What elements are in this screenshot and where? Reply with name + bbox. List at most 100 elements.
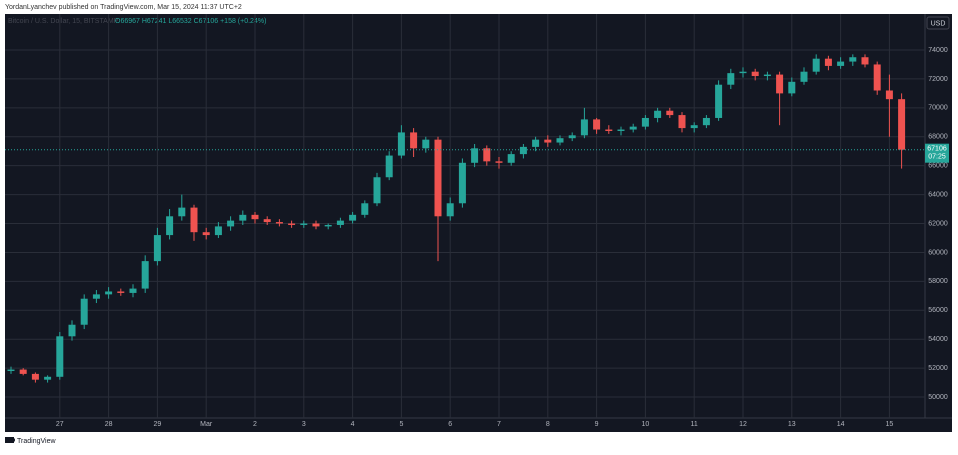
y-tick-label: 70000	[928, 105, 948, 112]
candle-body	[629, 126, 637, 130]
candle-body	[495, 161, 503, 163]
candle-body	[239, 214, 247, 221]
x-tick-label: 11	[691, 421, 698, 428]
candle-body	[153, 235, 161, 262]
candle-body	[739, 71, 747, 74]
candle-body	[44, 376, 52, 380]
x-tick-label: 14	[837, 421, 845, 428]
candle-body	[751, 71, 759, 77]
x-tick-label: 28	[105, 421, 113, 428]
candle-body	[324, 224, 332, 227]
y-tick-label: 58000	[928, 278, 948, 285]
candle-body	[898, 99, 906, 150]
candle-body	[92, 294, 100, 299]
candle-body	[117, 291, 125, 293]
candle-body	[214, 226, 222, 236]
candle-body	[56, 336, 64, 377]
x-tick-label: 2	[253, 421, 257, 428]
candle-body	[812, 58, 820, 72]
x-tick-label: 8	[546, 421, 550, 428]
candle-body	[702, 117, 710, 126]
candle-body	[593, 119, 601, 130]
x-tick-label: 3	[302, 421, 306, 428]
candle-body	[532, 139, 540, 147]
legend-values: O66967 H67241 L66532 C67106 +158 (+0.24%…	[115, 18, 266, 25]
candle-body	[312, 223, 320, 227]
candle-body	[507, 154, 515, 163]
candle-body	[544, 139, 552, 143]
y-tick-label: 74000	[928, 47, 948, 54]
candle-body	[861, 57, 869, 65]
candle-body	[690, 125, 698, 129]
candle-body	[824, 58, 832, 66]
candle-body	[397, 132, 405, 156]
candle-body	[873, 64, 881, 91]
candle-body	[178, 207, 186, 217]
countdown: 07:25	[928, 154, 946, 161]
candle-body	[300, 223, 308, 225]
candle-body	[251, 214, 259, 220]
candle-body	[129, 288, 137, 293]
x-tick-label: 12	[739, 421, 747, 428]
y-tick-label: 60000	[928, 249, 948, 256]
candle-body	[105, 291, 113, 295]
x-tick-label: Mar	[200, 421, 213, 428]
x-tick-label: 9	[595, 421, 599, 428]
legend-symbol: Bitcoin / U.S. Dollar, 15, BITSTAMP	[8, 18, 119, 25]
y-tick-label: 68000	[928, 134, 948, 141]
chart-background	[5, 14, 952, 432]
x-tick-label: 27	[56, 421, 64, 428]
header: YordanLyanchev published on TradingView.…	[5, 4, 242, 11]
x-tick-label: 29	[154, 421, 162, 428]
candle-body	[434, 139, 442, 217]
candle-body	[361, 203, 369, 215]
y-tick-label: 52000	[928, 365, 948, 372]
y-tick-label: 64000	[928, 191, 948, 198]
currency: USD	[931, 20, 946, 27]
candle-body	[788, 81, 796, 94]
candle-body	[19, 369, 27, 374]
candle-body	[190, 207, 198, 233]
candle-body	[641, 117, 649, 127]
candle-body	[7, 369, 15, 372]
y-tick-label: 72000	[928, 76, 948, 83]
candle-body	[715, 84, 723, 118]
candle-body	[141, 261, 149, 289]
candle-body	[202, 232, 210, 236]
candle-body	[227, 220, 235, 227]
last-price-box	[925, 143, 949, 163]
candle-body	[336, 220, 344, 225]
candle-body	[568, 135, 576, 139]
x-tick-label: 7	[497, 421, 501, 428]
candle-body	[617, 129, 625, 131]
currency-box	[926, 16, 950, 30]
candle-body	[776, 74, 784, 94]
candle-body	[263, 219, 271, 223]
y-tick-label: 54000	[928, 336, 948, 343]
candle-body	[410, 132, 418, 149]
last-price-label: 67106	[927, 146, 947, 153]
candle-body	[678, 115, 686, 129]
x-tick-label: 5	[399, 421, 403, 428]
plot: 50000 52000 54000 56000 58000 60000 62000 64000…	[5, 14, 949, 428]
candle-body	[885, 90, 893, 100]
y-tick-label: 56000	[928, 307, 948, 314]
candle-body	[288, 223, 296, 225]
candle-body	[849, 57, 857, 62]
candle-body	[422, 139, 430, 149]
candle-body	[458, 162, 466, 204]
candle-body	[483, 148, 491, 162]
candle-body	[373, 177, 381, 204]
candle-body	[166, 216, 174, 236]
candle-body	[31, 373, 39, 380]
y-tick-label: 66000	[928, 163, 948, 170]
candle-body	[837, 61, 845, 66]
y-tick-label: 50000	[928, 394, 948, 401]
x-tick-label: 10	[642, 421, 650, 428]
footer-logo	[5, 437, 15, 443]
x-tick-label: 6	[448, 421, 452, 428]
y-tick-label: 62000	[928, 220, 948, 227]
candle-body	[666, 110, 674, 116]
candle-body	[275, 222, 283, 224]
